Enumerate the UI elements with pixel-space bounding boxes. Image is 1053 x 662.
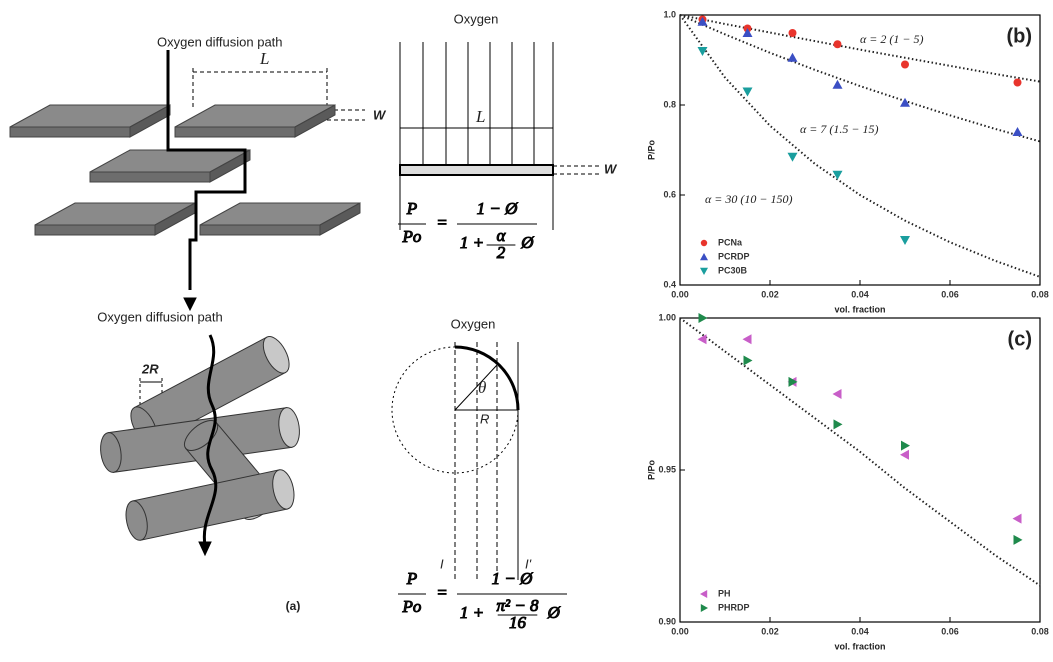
diagram-text: I	[440, 556, 444, 571]
arrow-head	[184, 298, 196, 310]
formula: Po	[402, 227, 422, 246]
diagram-text: θ	[478, 378, 486, 397]
formula: 2	[497, 243, 506, 262]
figure: Oxygen diffusion path L W Oxygen L W Oxy…	[0, 0, 1053, 662]
x-tick-label: 0.06	[941, 289, 959, 299]
formula: Ø	[547, 603, 561, 622]
diagram-text: L	[475, 107, 485, 126]
marker	[1013, 514, 1022, 524]
diagram-text: R	[480, 411, 489, 426]
panel-label: (a)	[286, 599, 301, 613]
x-tick-label: 0.08	[1031, 289, 1049, 299]
formula: Po	[402, 597, 422, 616]
formula: 1 − Ø	[492, 569, 533, 588]
diagram-text: Oxygen	[451, 316, 496, 331]
marker	[701, 240, 707, 246]
y-tick-label: 0.90	[658, 616, 676, 626]
formula: 16	[509, 613, 527, 632]
arrow-head	[199, 542, 211, 555]
panel-label: (c)	[1008, 328, 1032, 350]
formula: 1 +	[460, 233, 484, 252]
y-tick-label: 0.6	[663, 189, 676, 199]
x-tick-label: 0.00	[671, 289, 689, 299]
plot-frame	[680, 318, 1040, 622]
fit-annotation: α = 7 (1.5 − 15)	[800, 122, 879, 136]
marker	[901, 441, 910, 451]
marker	[743, 334, 752, 344]
marker	[834, 419, 843, 429]
diagram-text: Oxygen diffusion path	[97, 309, 223, 324]
marker	[700, 268, 708, 275]
formula: =	[436, 213, 447, 232]
marker	[788, 53, 798, 62]
formula: Ø	[520, 233, 534, 252]
x-tick-label: 0.08	[1031, 626, 1049, 636]
x-axis-label: vol. fraction	[834, 641, 885, 651]
marker	[788, 153, 798, 162]
diagram-text: W	[373, 107, 387, 122]
formula: P	[406, 569, 417, 588]
plate-front	[10, 127, 130, 137]
marker	[743, 88, 753, 97]
y-tick-label: 1.0	[663, 9, 676, 19]
x-tick-label: 0.06	[941, 626, 959, 636]
marker	[900, 450, 909, 460]
legend-label: PH	[718, 588, 731, 598]
diagram-text: W	[604, 161, 618, 176]
legend-label: PC30B	[718, 265, 748, 275]
marker	[1014, 535, 1023, 545]
marker	[701, 604, 708, 612]
x-tick-label: 0.04	[851, 289, 869, 299]
diagram-text: Oxygen	[454, 11, 499, 26]
diagram-text: 2R	[141, 361, 159, 376]
marker	[1013, 127, 1023, 136]
x-axis-label: vol. fraction	[834, 304, 885, 314]
marker	[700, 590, 707, 598]
diagram: Oxygen diffusion path L W Oxygen L W Oxy…	[10, 11, 618, 631]
marker	[700, 253, 708, 260]
fit-annotation: α = 30 (10 − 150)	[705, 192, 793, 206]
formula: 1 − Ø	[477, 199, 518, 218]
y-tick-label: 1.00	[658, 312, 676, 322]
marker	[789, 29, 797, 37]
cylinder	[123, 468, 298, 542]
diagram-text: Oxygen diffusion path	[157, 34, 283, 49]
x-tick-label: 0.04	[851, 626, 869, 636]
marker	[1014, 79, 1022, 87]
y-axis-label: P/Po	[646, 460, 656, 481]
marker	[833, 171, 843, 180]
fit-annotation: α = 2 (1 − 5)	[860, 32, 924, 46]
plate-front	[175, 127, 295, 137]
y-axis-label: P/Po	[646, 140, 656, 161]
formula: =	[436, 583, 447, 602]
y-tick-label: 0.95	[658, 464, 676, 474]
marker	[834, 40, 842, 48]
marker	[833, 389, 842, 399]
legend-label: PCNa	[718, 237, 743, 247]
y-tick-label: 0.8	[663, 99, 676, 109]
marker	[900, 236, 910, 245]
formula: P	[406, 199, 417, 218]
legend-label: PHRDP	[718, 602, 750, 612]
plate-front	[35, 225, 155, 235]
plate-front	[200, 225, 320, 235]
marker	[901, 61, 909, 69]
legend-label: PCRDP	[718, 251, 750, 261]
cylinder-body	[132, 470, 287, 540]
fit-curve	[680, 318, 1040, 586]
y-tick-label: 0.4	[663, 279, 676, 289]
x-tick-label: 0.02	[761, 626, 779, 636]
marker	[744, 356, 753, 366]
panel-label: (b)	[1006, 25, 1032, 47]
diagram-text: L	[259, 49, 269, 68]
fit-curve	[680, 15, 1040, 82]
x-tick-label: 0.00	[671, 626, 689, 636]
marker	[698, 334, 707, 344]
x-tick-label: 0.02	[761, 289, 779, 299]
marker	[699, 313, 708, 323]
formula: 1 +	[460, 603, 484, 622]
plate-front	[90, 172, 210, 182]
marker	[833, 80, 843, 89]
